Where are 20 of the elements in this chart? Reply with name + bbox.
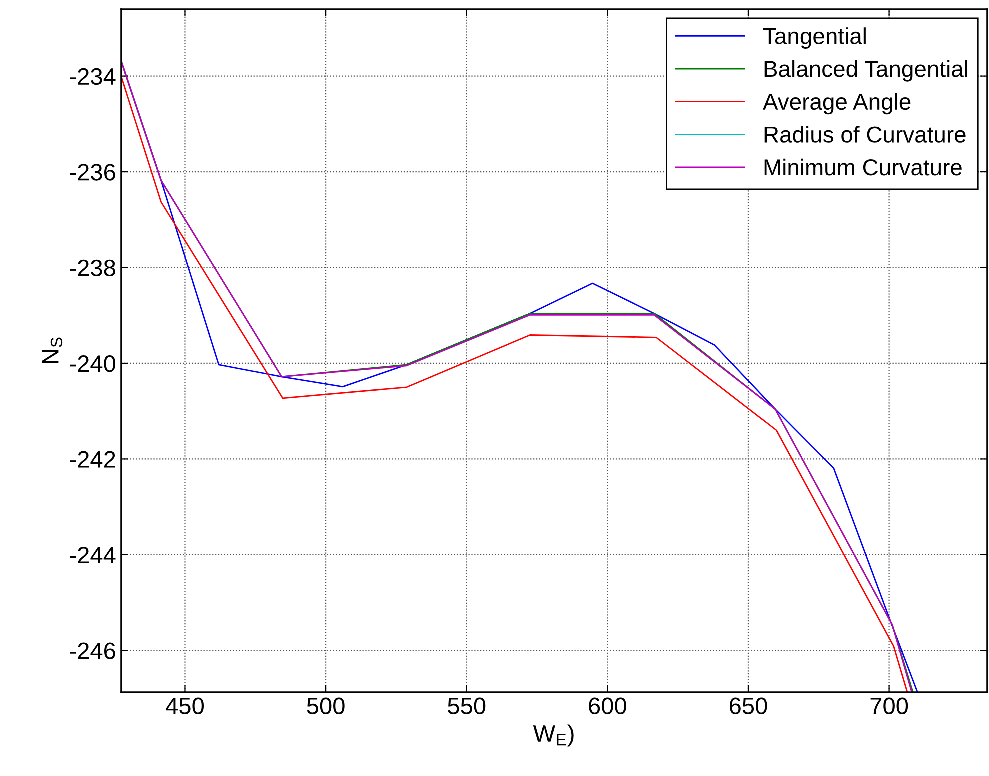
y-tick-label: -242 xyxy=(70,451,116,468)
x-tick-label: 700 xyxy=(870,698,908,715)
y-tick-label: -236 xyxy=(70,164,116,181)
y-tick-label: -240 xyxy=(70,356,116,372)
legend-label: Radius of Curvature xyxy=(764,126,966,143)
legend-label: Balanced Tangential xyxy=(764,60,968,82)
x-axis-title: W$_{E}$) xyxy=(533,724,574,747)
y-tick-label: -244 xyxy=(70,547,116,564)
x-tick-label: 600 xyxy=(589,698,626,715)
y-axis-title: N$_{S}$ xyxy=(42,338,63,364)
legend-label: Average Angle xyxy=(763,93,911,115)
x-tick-label: 650 xyxy=(730,698,768,715)
legend-label: Tangential xyxy=(764,28,866,49)
x-tick-label: 450 xyxy=(166,698,204,715)
x-tick-label: 500 xyxy=(307,698,345,715)
y-tick-label: -234 xyxy=(70,68,116,86)
y-tick-label: -238 xyxy=(70,260,116,277)
x-tick-label: 550 xyxy=(448,698,486,715)
legend-label: Minimum Curvature xyxy=(764,158,962,176)
y-tick-label: -246 xyxy=(70,642,116,660)
